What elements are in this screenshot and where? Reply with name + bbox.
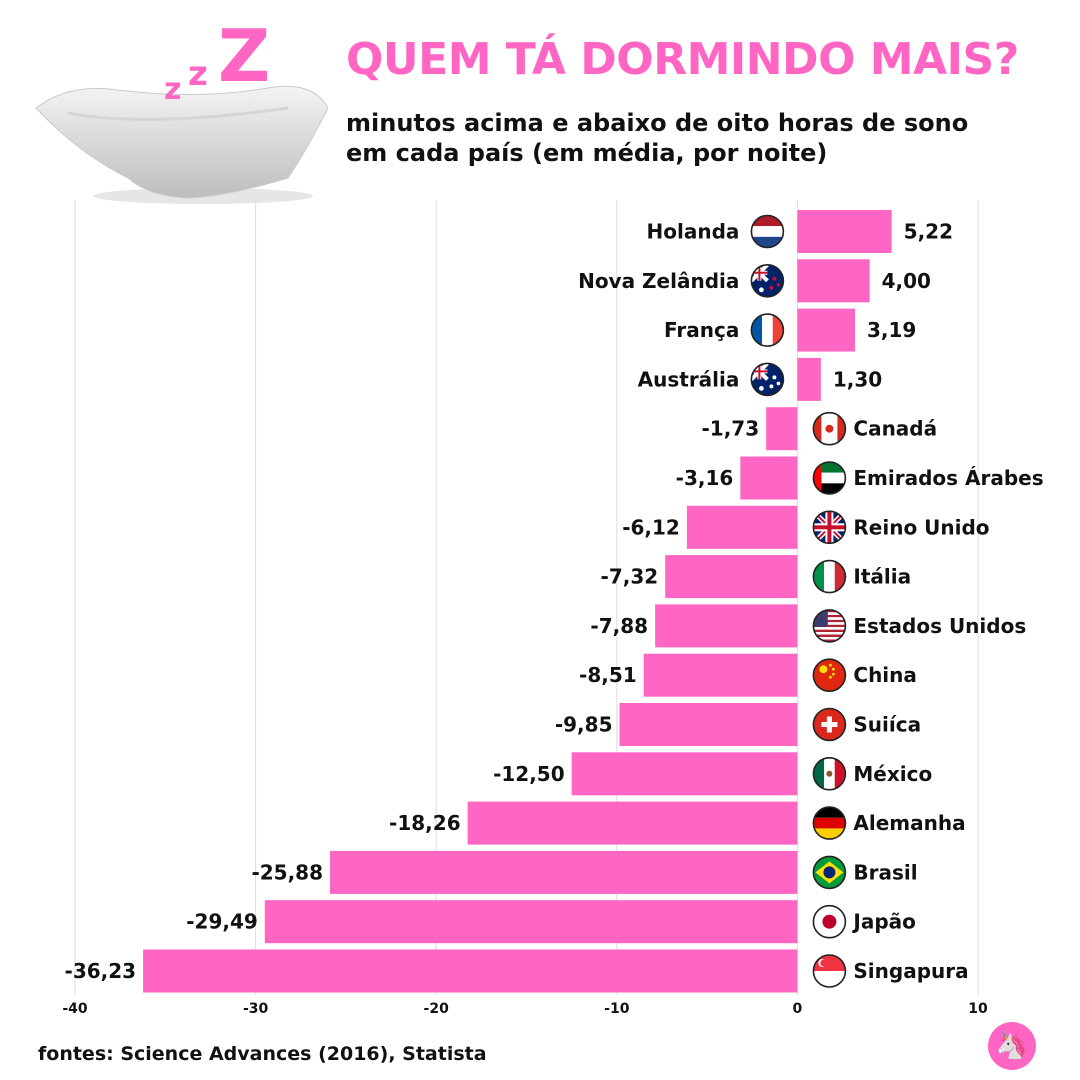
- italy-flag-icon: [812, 559, 847, 594]
- bar-value-label: -18,26: [389, 811, 461, 835]
- bar-value-label: -36,23: [65, 959, 137, 983]
- singapore-flag-icon: [812, 954, 847, 988]
- bar: [330, 850, 798, 894]
- bar-value-label: -29,49: [186, 910, 258, 934]
- japan-flag-icon: [812, 904, 847, 939]
- bar-value-label: 3,19: [867, 318, 916, 342]
- x-tick-label: -10: [604, 1001, 630, 1017]
- bar-value-label: -12,50: [493, 762, 565, 786]
- bar: [143, 949, 798, 993]
- bar: [797, 210, 892, 253]
- country-label: Reino Unido: [853, 515, 989, 539]
- bar: [665, 555, 798, 599]
- zzz-decoration: z z Z: [164, 20, 274, 115]
- country-label: Austrália: [638, 367, 740, 391]
- bar: [797, 259, 870, 303]
- bar: [655, 604, 798, 648]
- bar-value-label: 5,22: [904, 220, 953, 244]
- switzerland-flag-icon: [812, 707, 847, 742]
- country-label: Itália: [853, 565, 911, 589]
- country-label: Brasil: [853, 860, 917, 884]
- country-label: Singapura: [853, 959, 968, 983]
- country-label: México: [853, 762, 932, 786]
- bar-value-label: -6,12: [622, 515, 680, 539]
- country-label: França: [664, 318, 739, 342]
- country-label: Japão: [851, 910, 916, 934]
- country-label: Holanda: [647, 220, 740, 244]
- usa-flag-icon: [812, 609, 847, 643]
- australia-flag-icon: [750, 362, 785, 397]
- bar: [766, 407, 798, 451]
- bar: [740, 456, 798, 500]
- bar: [643, 653, 798, 697]
- uae-flag-icon: [812, 461, 847, 495]
- bar: [797, 308, 856, 352]
- canada-flag-icon: [812, 411, 847, 446]
- mexico-flag-icon: [812, 756, 847, 791]
- bar: [264, 900, 798, 944]
- bar-value-label: -25,88: [251, 860, 323, 884]
- bar-value-label: 1,30: [833, 367, 882, 391]
- bar-value-label: -3,16: [676, 466, 734, 490]
- x-tick-label: -30: [243, 1001, 269, 1017]
- x-tick-label: -40: [62, 1001, 88, 1017]
- bar-value-label: -8,51: [579, 663, 637, 687]
- chart-subtitle: minutos acima e abaixo de oito horas de …: [346, 108, 1036, 168]
- x-tick-label: 10: [968, 1001, 988, 1017]
- netherlands-flag-icon: [750, 214, 785, 249]
- uk-flag-icon: [812, 510, 847, 545]
- bar: [467, 801, 798, 845]
- bar-value-label: -9,85: [555, 713, 613, 737]
- bar-chart: -40 -30 -20 -10 0 10 5,22 Holanda 4,00 Nova Zelân…: [62, 200, 1044, 1017]
- country-label: Canadá: [853, 417, 937, 441]
- bar: [686, 505, 798, 549]
- new-zealand-flag-icon: [750, 264, 785, 298]
- country-label: Alemanha: [853, 811, 965, 835]
- bar-value-label: -1,73: [701, 417, 759, 441]
- country-label: Estados Unidos: [853, 614, 1026, 638]
- x-tick-label: 0: [793, 1001, 803, 1017]
- subtitle-line-1: minutos acima e abaixo de oito horas de …: [346, 109, 969, 137]
- source-note: fontes: Science Advances (2016), Statist…: [38, 1043, 487, 1065]
- zzz-large: Z: [218, 14, 271, 98]
- bar-value-label: -7,88: [590, 614, 648, 638]
- germany-flag-icon: [812, 806, 847, 840]
- country-label: Emirados Árabes: [853, 466, 1043, 490]
- bar: [571, 752, 798, 796]
- bar: [797, 357, 821, 401]
- france-flag-icon: [750, 313, 785, 347]
- china-flag-icon: [812, 658, 847, 693]
- pillow-illustration: [35, 85, 328, 204]
- unicorn-icon: 🦄: [988, 1022, 1036, 1070]
- chart-title: QUEM TÁ DORMINDO MAIS?: [346, 34, 1019, 85]
- country-label: Suiíca: [853, 713, 921, 737]
- zzz-small: z: [164, 72, 182, 107]
- country-label: Nova Zelândia: [578, 269, 739, 293]
- bar-value-label: -7,32: [601, 565, 659, 589]
- zzz-medium: z: [188, 54, 208, 94]
- bar-value-label: 4,00: [882, 269, 931, 293]
- x-tick-label: -20: [424, 1001, 450, 1017]
- bar: [619, 703, 798, 746]
- brazil-flag-icon: [812, 855, 847, 890]
- subtitle-line-2: em cada país (em média, por noite): [346, 139, 828, 167]
- country-label: China: [853, 663, 917, 687]
